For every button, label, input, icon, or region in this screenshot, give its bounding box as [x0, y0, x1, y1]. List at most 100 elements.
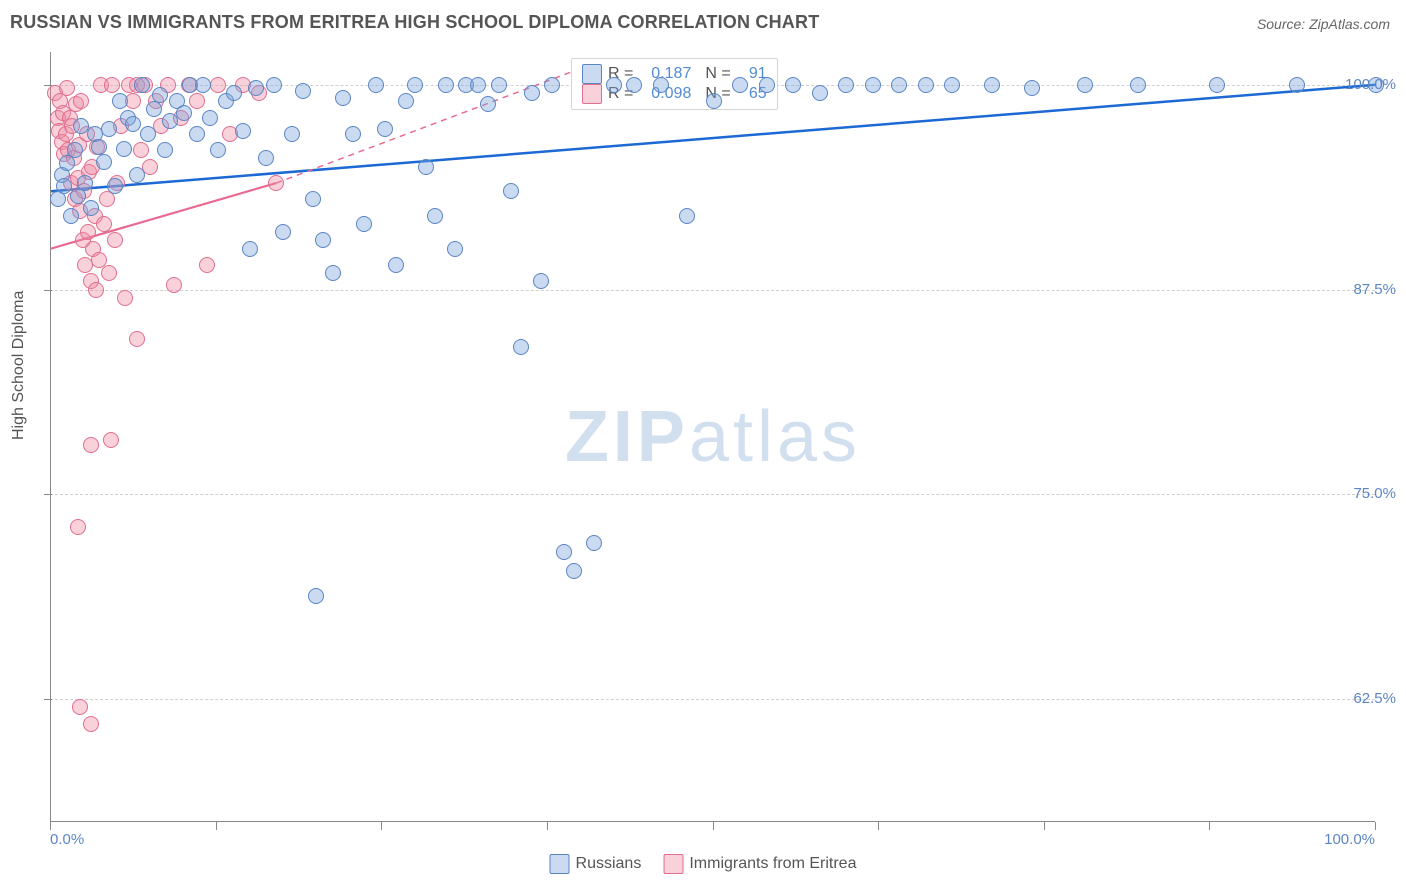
point-russian	[388, 257, 404, 273]
point-russian	[101, 121, 117, 137]
x-tick-mark	[381, 822, 382, 830]
point-russian	[345, 126, 361, 142]
point-russian	[275, 224, 291, 240]
plot-area: ZIPatlas R =0.187N =91R =0.098N =65	[50, 52, 1375, 822]
point-russian	[785, 77, 801, 93]
point-russian	[226, 85, 242, 101]
point-russian	[918, 77, 934, 93]
point-eritrea	[83, 437, 99, 453]
point-russian	[112, 93, 128, 109]
point-russian	[129, 167, 145, 183]
series-legend-item: Russians	[550, 854, 642, 874]
point-eritrea	[83, 716, 99, 732]
point-russian	[447, 241, 463, 257]
point-russian	[679, 208, 695, 224]
point-russian	[242, 241, 258, 257]
point-eritrea	[73, 93, 89, 109]
point-russian	[759, 77, 775, 93]
point-russian	[67, 142, 83, 158]
y-tick-label: 87.5%	[1353, 281, 1396, 298]
point-russian	[146, 101, 162, 117]
x-tick-mark	[713, 822, 714, 830]
point-russian	[152, 87, 168, 103]
point-russian	[1289, 77, 1305, 93]
point-eritrea	[189, 93, 205, 109]
point-russian	[140, 126, 156, 142]
point-eritrea	[72, 699, 88, 715]
y-tick-label: 100.0%	[1345, 76, 1396, 93]
point-eritrea	[117, 290, 133, 306]
point-russian	[418, 159, 434, 175]
point-russian	[325, 265, 341, 281]
n-label: N =	[705, 65, 730, 83]
point-russian	[626, 77, 642, 93]
point-russian	[533, 273, 549, 289]
point-russian	[258, 150, 274, 166]
point-eritrea	[133, 142, 149, 158]
y-axis-label: High School Diploma	[10, 291, 28, 440]
page-title: RUSSIAN VS IMMIGRANTS FROM ERITREA HIGH …	[10, 12, 819, 33]
point-russian	[63, 208, 79, 224]
point-russian	[83, 200, 99, 216]
point-russian	[1209, 77, 1225, 93]
y-tick-label: 75.0%	[1353, 485, 1396, 502]
x-tick-mark	[216, 822, 217, 830]
point-russian	[210, 142, 226, 158]
x-tick-mark	[1375, 822, 1376, 830]
x-tick-mark	[1209, 822, 1210, 830]
point-russian	[284, 126, 300, 142]
point-russian	[125, 116, 141, 132]
point-russian	[503, 183, 519, 199]
point-eritrea	[80, 224, 96, 240]
series-legend-item: Immigrants from Eritrea	[663, 854, 856, 874]
series-label: Russians	[576, 855, 642, 873]
point-russian	[202, 110, 218, 126]
legend-swatch	[550, 854, 570, 874]
point-russian	[235, 123, 251, 139]
point-russian	[706, 93, 722, 109]
point-russian	[544, 77, 560, 93]
source-attribution: Source: ZipAtlas.com	[1257, 16, 1390, 32]
point-russian	[838, 77, 854, 93]
point-russian	[891, 77, 907, 93]
point-russian	[295, 83, 311, 99]
point-russian	[566, 563, 582, 579]
point-eritrea	[210, 77, 226, 93]
point-russian	[865, 77, 881, 93]
point-eritrea	[268, 175, 284, 191]
point-russian	[377, 121, 393, 137]
point-eritrea	[59, 80, 75, 96]
point-russian	[1130, 77, 1146, 93]
series-label: Immigrants from Eritrea	[689, 855, 856, 873]
point-russian	[176, 105, 192, 121]
point-eritrea	[101, 265, 117, 281]
point-russian	[732, 77, 748, 93]
x-tick-label: 100.0%	[1324, 831, 1375, 848]
point-russian	[407, 77, 423, 93]
point-russian	[305, 191, 321, 207]
point-russian	[556, 544, 572, 560]
point-eritrea	[107, 232, 123, 248]
point-russian	[368, 77, 384, 93]
point-russian	[116, 141, 132, 157]
point-eritrea	[129, 331, 145, 347]
point-russian	[606, 77, 622, 93]
point-eritrea	[199, 257, 215, 273]
point-russian	[944, 77, 960, 93]
x-tick-mark	[50, 822, 51, 830]
point-russian	[1077, 77, 1093, 93]
point-russian	[984, 77, 1000, 93]
y-tick-label: 62.5%	[1353, 690, 1396, 707]
point-russian	[157, 142, 173, 158]
point-eritrea	[96, 216, 112, 232]
point-russian	[480, 96, 496, 112]
point-russian	[513, 339, 529, 355]
point-eritrea	[70, 519, 86, 535]
point-eritrea	[166, 277, 182, 293]
chart-container: RUSSIAN VS IMMIGRANTS FROM ERITREA HIGH …	[0, 0, 1406, 892]
point-russian	[812, 85, 828, 101]
legend-swatch	[582, 64, 602, 84]
point-russian	[266, 77, 282, 93]
x-tick-mark	[878, 822, 879, 830]
point-russian	[356, 216, 372, 232]
